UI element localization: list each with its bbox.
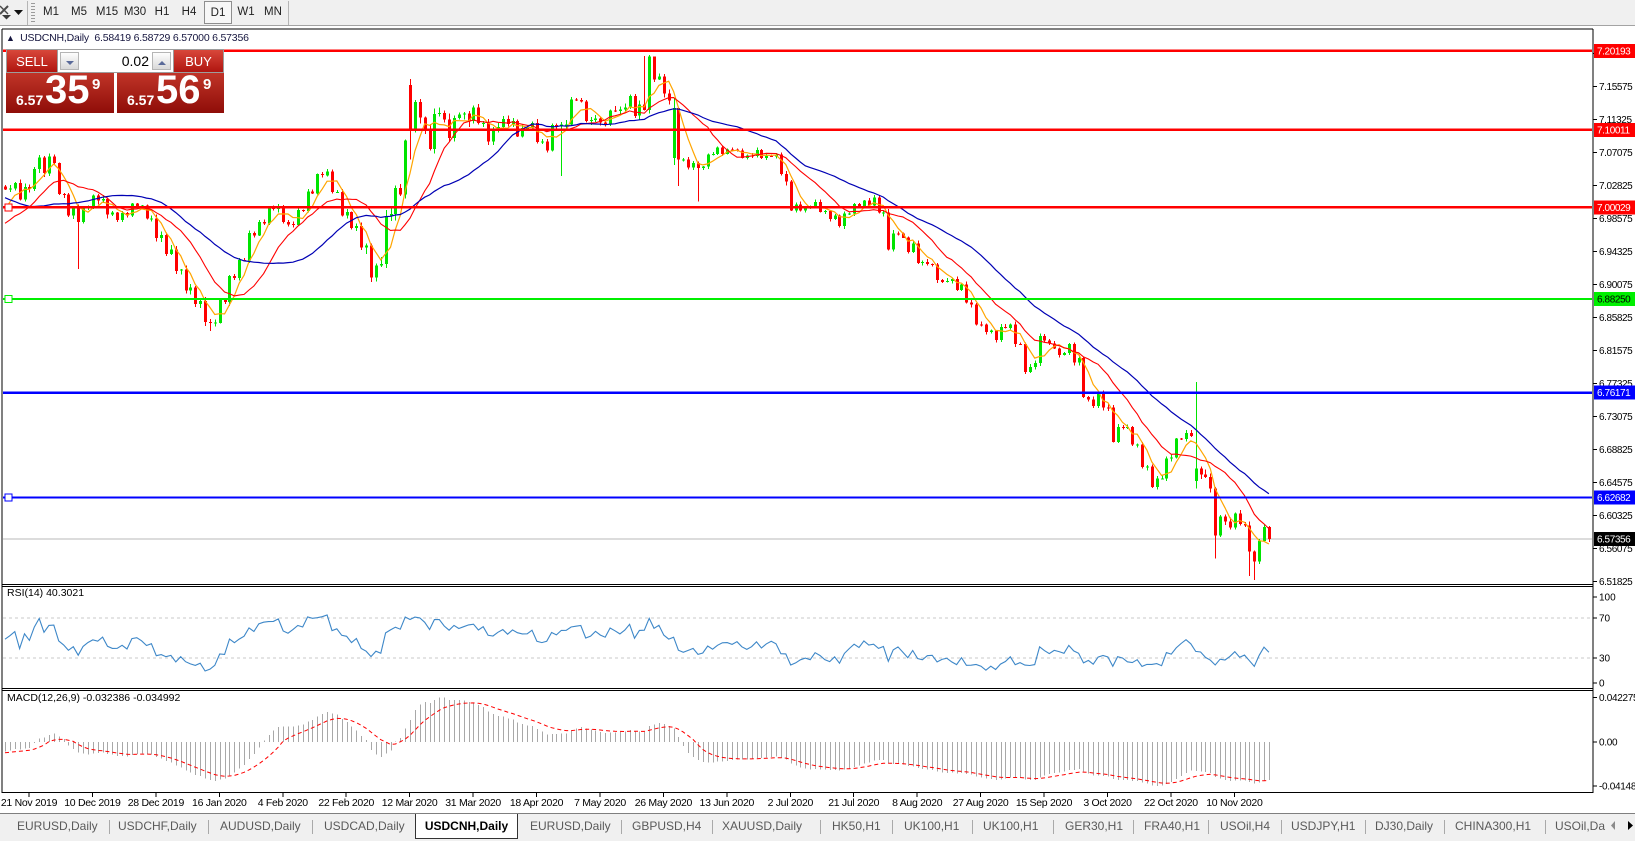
svg-text:10 Dec 2019: 10 Dec 2019 — [64, 797, 121, 809]
svg-text:7.00029: 7.00029 — [1597, 203, 1631, 214]
svg-text:6.51825: 6.51825 — [1599, 577, 1633, 588]
svg-text:6.73075: 6.73075 — [1599, 412, 1633, 423]
svg-text:13 Jun 2020: 13 Jun 2020 — [700, 797, 755, 809]
svg-text:18 Apr 2020: 18 Apr 2020 — [510, 797, 564, 809]
svg-text:100: 100 — [1599, 593, 1616, 604]
svg-text:6.77325: 6.77325 — [1599, 379, 1633, 390]
svg-text:7.02825: 7.02825 — [1599, 181, 1633, 192]
svg-text:6.85825: 6.85825 — [1599, 313, 1633, 324]
svg-text:6.98575: 6.98575 — [1599, 214, 1633, 225]
svg-text:6.90075: 6.90075 — [1599, 280, 1633, 291]
svg-text:8 Aug 2020: 8 Aug 2020 — [892, 797, 943, 809]
svg-text:21 Nov 2019: 21 Nov 2019 — [1, 797, 58, 809]
svg-text:6.94325: 6.94325 — [1599, 247, 1633, 258]
svg-text:2 Jul 2020: 2 Jul 2020 — [768, 797, 814, 809]
svg-text:0.00: 0.00 — [1599, 738, 1618, 749]
svg-text:6.60325: 6.60325 — [1599, 511, 1633, 522]
svg-text:28 Dec 2019: 28 Dec 2019 — [128, 797, 185, 809]
svg-text:21 Jul 2020: 21 Jul 2020 — [828, 797, 879, 809]
svg-text:6.56075: 6.56075 — [1599, 544, 1633, 555]
svg-text:10 Nov 2020: 10 Nov 2020 — [1206, 797, 1263, 809]
svg-text:31 Mar 2020: 31 Mar 2020 — [445, 797, 501, 809]
svg-text:12 Mar 2020: 12 Mar 2020 — [382, 797, 438, 809]
svg-text:22 Oct 2020: 22 Oct 2020 — [1144, 797, 1198, 809]
svg-text:7.15575: 7.15575 — [1599, 82, 1633, 93]
svg-text:6.64575: 6.64575 — [1599, 478, 1633, 489]
svg-text:7.10011: 7.10011 — [1597, 125, 1630, 136]
svg-text:RSI(14) 40.3021: RSI(14) 40.3021 — [7, 587, 84, 599]
svg-text:7.20193: 7.20193 — [1597, 46, 1631, 57]
svg-text:16 Jan 2020: 16 Jan 2020 — [192, 797, 247, 809]
svg-text:MACD(12,26,9) -0.032386 -0.034: MACD(12,26,9) -0.032386 -0.034992 — [7, 692, 181, 704]
svg-text:70: 70 — [1599, 613, 1611, 624]
svg-text:15 Sep 2020: 15 Sep 2020 — [1016, 797, 1073, 809]
svg-text:0: 0 — [1599, 679, 1605, 690]
svg-text:7.11325: 7.11325 — [1599, 115, 1632, 126]
svg-text:6.68825: 6.68825 — [1599, 445, 1633, 456]
svg-text:6.57356: 6.57356 — [1597, 534, 1631, 545]
svg-text:26 May 2020: 26 May 2020 — [635, 797, 693, 809]
svg-text:6.81575: 6.81575 — [1599, 346, 1633, 357]
svg-text:27 Aug 2020: 27 Aug 2020 — [953, 797, 1009, 809]
svg-text:4 Feb 2020: 4 Feb 2020 — [258, 797, 309, 809]
svg-text:0.042275: 0.042275 — [1599, 693, 1635, 704]
svg-text:6.62682: 6.62682 — [1597, 493, 1631, 504]
svg-text:-0.04148: -0.04148 — [1599, 782, 1635, 793]
svg-text:7.07075: 7.07075 — [1599, 148, 1633, 159]
svg-text:6.76171: 6.76171 — [1597, 388, 1631, 399]
svg-text:22 Feb 2020: 22 Feb 2020 — [318, 797, 374, 809]
svg-text:30: 30 — [1599, 654, 1611, 665]
svg-text:7 May 2020: 7 May 2020 — [574, 797, 626, 809]
svg-text:6.88250: 6.88250 — [1597, 294, 1631, 305]
svg-text:3 Oct 2020: 3 Oct 2020 — [1083, 797, 1132, 809]
